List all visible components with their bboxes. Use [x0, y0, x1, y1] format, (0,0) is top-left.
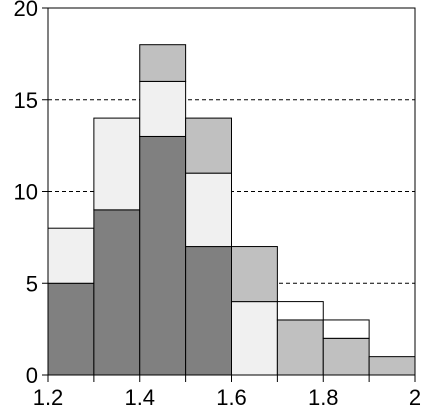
bar-bin-2-layer-1 [139, 80, 187, 137]
x-tick-label-2: 1.6 [216, 385, 247, 410]
x-tick-label-3: 1.8 [308, 385, 339, 410]
bar-bin-2-layer-2 [139, 44, 187, 82]
bar-bin-1-layer-1 [93, 117, 141, 211]
bar-bin-4-layer-1 [231, 301, 278, 376]
y-tick-label-1: 5 [26, 271, 38, 296]
y-tick-label-3: 15 [14, 88, 38, 113]
bar-bin-4-layer-2 [231, 246, 278, 303]
axes [42, 7, 416, 382]
bar-bin-0-layer-0 [47, 282, 95, 376]
bar-bin-3-layer-1 [185, 172, 232, 248]
bar-bin-2-layer-0 [139, 135, 187, 376]
bar-bin-5-layer-3 [276, 301, 324, 321]
x-tick-label-4: 2 [409, 385, 421, 410]
y-tick-label-4: 20 [14, 0, 38, 21]
x-tick-label-0: 1.2 [33, 385, 64, 410]
bar-bin-3-layer-0 [185, 246, 232, 376]
bar-bin-0-layer-1 [47, 227, 95, 284]
y-tick-label-2: 10 [14, 180, 38, 205]
bar-bin-5-layer-2 [276, 319, 324, 376]
bar-bin-6-layer-2 [322, 337, 370, 376]
bars [47, 44, 416, 376]
bar-bin-7-layer-2 [368, 356, 416, 376]
bar-bin-3-layer-2 [185, 117, 232, 174]
bar-bin-1-layer-0 [93, 209, 141, 376]
bar-bin-6-layer-3 [322, 319, 370, 339]
y-tick-label-0: 0 [26, 363, 38, 388]
x-tick-label-1: 1.4 [124, 385, 155, 410]
